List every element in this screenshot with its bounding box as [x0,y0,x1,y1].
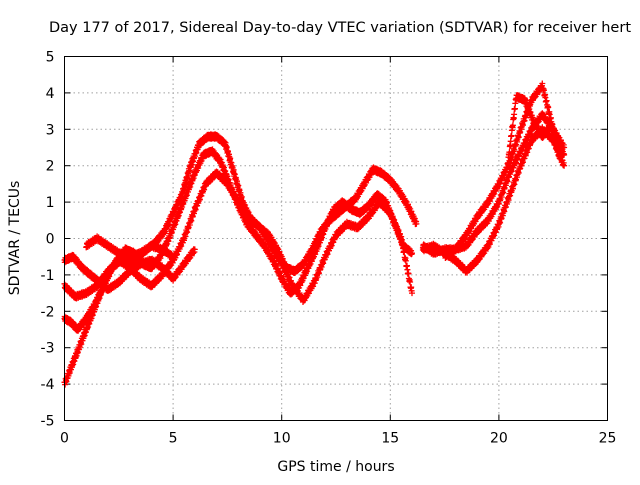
x-tick-label: 25 [599,431,617,447]
y-tick-label: 0 [46,232,55,248]
series-track-7 [419,124,568,276]
y-tick-label: 5 [46,50,55,66]
plus-markers [83,233,177,262]
y-tick-labels: -5 -4 -3 -2 -1 0 1 2 3 4 5 [41,50,55,430]
series-track-9 [504,92,563,167]
plot-frame [64,56,608,421]
series-track-5 [83,233,177,262]
y-tick-label: -2 [41,304,55,320]
y-tick-label: 3 [46,122,55,138]
plus-markers [61,131,420,334]
series-track-1 [61,131,420,334]
y-tick-label: -1 [41,268,55,284]
x-tick-label: 5 [169,431,178,447]
y-tick-label: -3 [41,341,55,357]
x-axis-label: GPS time / hours [277,459,394,475]
y-tick-label: 1 [46,195,55,211]
chart-title: Day 177 of 2017, Sidereal Day-to-day VTE… [49,20,631,36]
x-tick-label: 10 [273,431,291,447]
x-tick-label: 0 [60,431,69,447]
series-track-8 [441,80,568,261]
y-tick-label: -5 [41,414,55,430]
y-axis-label: SDTVAR / TECUs [7,181,23,296]
y-tick-label: -4 [41,377,55,393]
plus-markers [419,124,568,276]
y-tick-label: 2 [46,159,55,175]
data-series [61,80,568,388]
plus-markers [441,80,568,261]
y-tick-label: 4 [46,86,55,102]
x-tick-label: 20 [490,431,508,447]
x-tick-label: 15 [381,431,399,447]
x-tick-labels: 0 5 10 15 20 25 [60,431,616,447]
plus-markers [504,92,563,167]
